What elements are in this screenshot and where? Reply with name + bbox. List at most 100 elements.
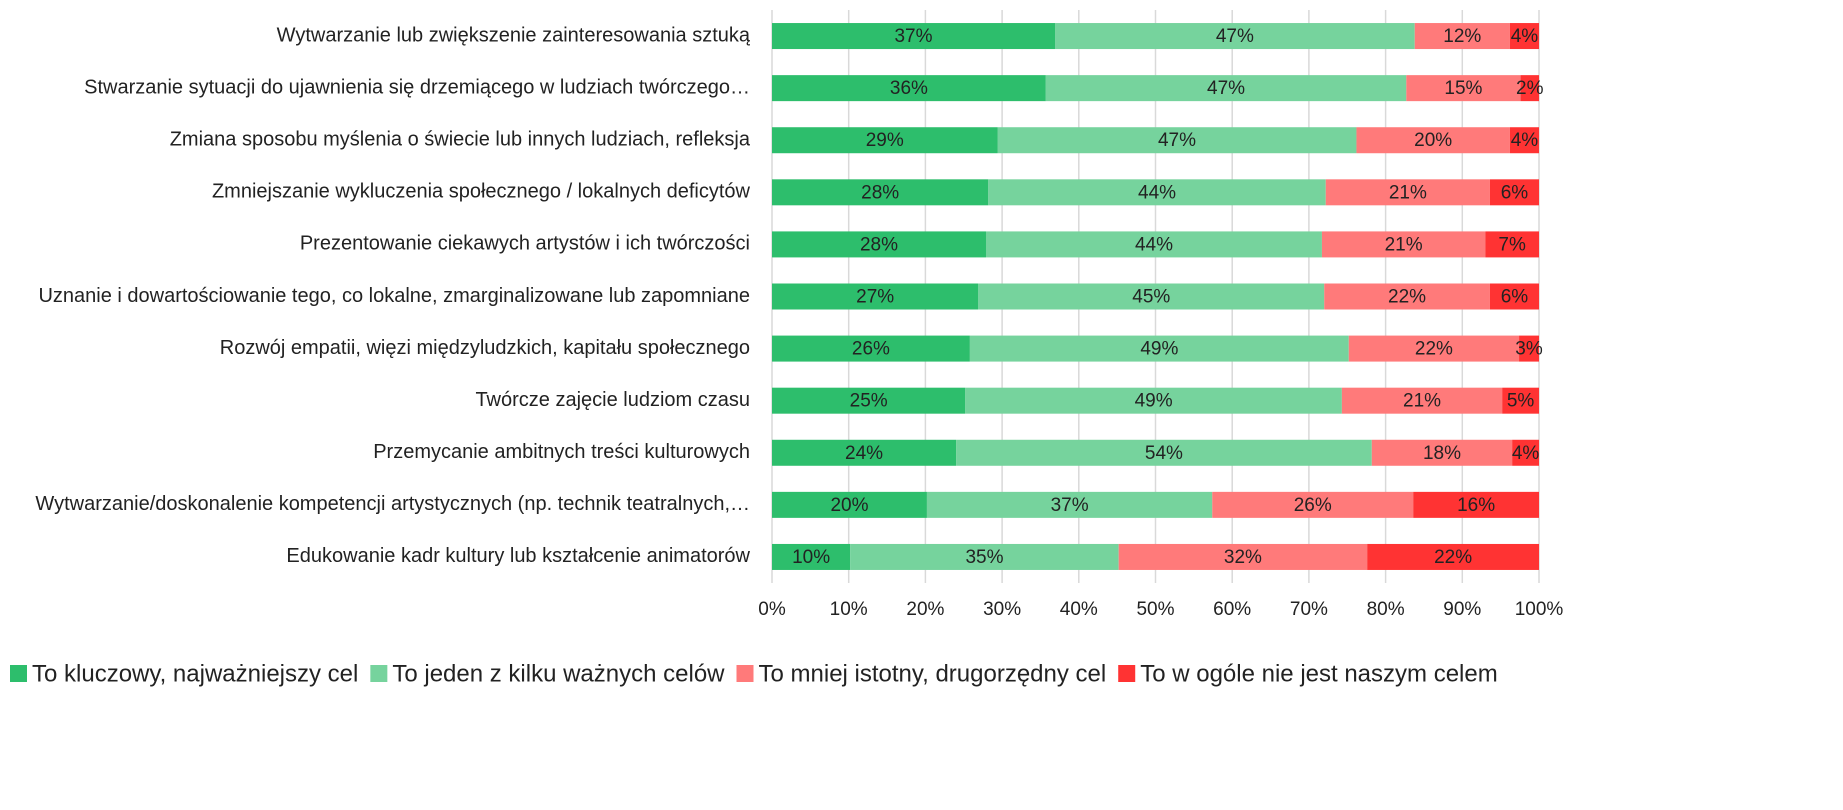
data-label: 27% [856,287,894,308]
bar-segment [985,231,1322,258]
data-label: 12% [1443,26,1481,47]
data-label: 47% [1216,26,1254,47]
data-label: 28% [860,234,898,255]
bar-segment [772,387,966,414]
bar-segment [1371,439,1513,466]
legend-swatch [370,665,388,682]
data-label: 28% [861,182,899,203]
bar-segment [1045,75,1407,102]
x-tick-label: 100% [1515,599,1564,620]
bar-segment [1489,179,1539,206]
bar-segment [1520,75,1539,102]
bar-segment [1485,231,1539,258]
data-label: 21% [1389,182,1427,203]
category-label: Przemycanie ambitnych treści kulturowych [373,441,750,463]
data-label: 47% [1207,78,1245,99]
data-label: 47% [1158,130,1196,151]
data-label: 49% [1140,339,1178,360]
data-label: 29% [866,130,904,151]
bar-segment [1519,335,1539,362]
legend-swatch [736,665,754,682]
bar-segment [1414,23,1510,50]
data-label: 44% [1138,182,1176,203]
data-label: 16% [1457,495,1495,516]
x-tick-label: 20% [906,599,944,620]
bar-segment [969,335,1349,362]
data-label: 4% [1512,443,1540,464]
data-label: 7% [1498,234,1526,255]
category-label: Stwarzanie sytuacji do ujawnienia się dr… [84,76,750,98]
bar-segment [850,543,1119,570]
legend-label: To jeden z kilku ważnych celów [392,660,725,687]
data-label: 25% [850,391,888,412]
category-label: Twórcze zajęcie ludziom czasu [475,389,750,411]
bar-segment [1348,335,1520,362]
data-label: 37% [894,26,932,47]
data-label: 26% [852,339,890,360]
category-label: Edukowanie kadr kultury lub kształcenie … [286,545,750,567]
category-label: Prezentowanie ciekawych artystów i ich t… [300,233,750,255]
data-label: 5% [1507,391,1535,412]
data-label: 21% [1385,234,1423,255]
data-label: 18% [1423,443,1461,464]
bar-segment [772,127,998,154]
bar-segment [1212,491,1414,518]
x-tick-label: 60% [1213,599,1251,620]
bar-segment [772,439,957,466]
x-tick-label: 10% [830,599,868,620]
data-label: 22% [1415,339,1453,360]
bar-segment [1413,491,1539,518]
data-label: 2% [1516,78,1544,99]
category-label: Zmiana sposobu myślenia o świecie lub in… [170,129,751,151]
x-tick-label: 40% [1060,599,1098,620]
data-label: 6% [1501,287,1529,308]
data-label: 15% [1444,78,1482,99]
bar-segment [997,127,1357,154]
data-label: 44% [1135,234,1173,255]
bar-segment [772,75,1046,102]
bar-segment [1055,23,1415,50]
bar-segment [1489,283,1539,310]
bar-segment [1509,23,1539,50]
bar-segment [772,543,851,570]
bar-segment [1321,231,1486,258]
data-label: 10% [792,547,830,568]
category-label: Uznanie i dowartościowanie tego, co loka… [38,285,750,307]
data-label: 26% [1294,495,1332,516]
bar-segment [978,283,1325,310]
data-label: 20% [1414,130,1452,151]
bar-segment [1367,543,1539,570]
x-tick-label: 50% [1136,599,1174,620]
legend-label: To mniej istotny, drugorzędny cel [759,660,1107,687]
bar-segment [1509,127,1539,154]
x-tick-label: 90% [1443,599,1481,620]
legend-swatch [1118,665,1136,682]
bar-segment [772,231,986,258]
bar-segment [772,335,970,362]
category-label: Wytwarzanie/doskonalenie kompetencji art… [35,493,750,515]
bar-segment [1118,543,1368,570]
bar-segment [1512,439,1539,466]
data-label: 22% [1434,547,1472,568]
data-label: 24% [845,443,883,464]
bar-segment [1406,75,1521,102]
bar-segment [956,439,1372,466]
bar-segment [772,283,979,310]
x-tick-label: 70% [1290,599,1328,620]
category-label: Rozwój empatii, więzi międzyludzkich, ka… [220,337,750,359]
bar-segment [772,179,989,206]
bar-segment [1324,283,1490,310]
data-label: 45% [1132,287,1170,308]
bar-segment [1502,387,1539,414]
data-label: 54% [1145,443,1183,464]
legend-swatch [10,665,27,682]
bar-segment [1325,179,1490,206]
data-label: 35% [965,547,1003,568]
bar-segment [772,23,1056,50]
data-label: 36% [890,78,928,99]
bar-segment [1341,387,1503,414]
x-tick-label: 0% [758,599,786,620]
data-label: 4% [1511,26,1539,47]
bar-segment [965,387,1342,414]
